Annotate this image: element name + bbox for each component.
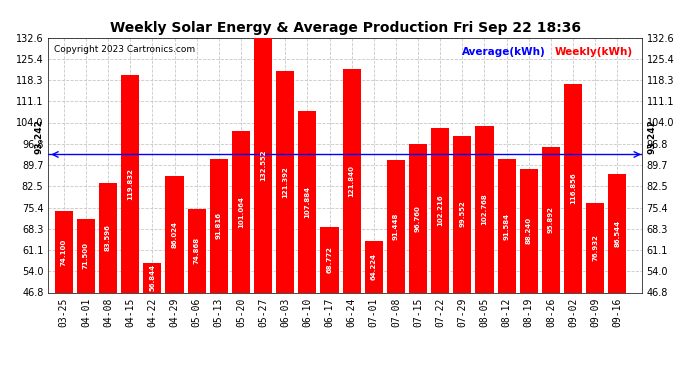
- Text: 56.844: 56.844: [149, 264, 155, 291]
- Text: 91.584: 91.584: [504, 212, 510, 240]
- Text: 88.240: 88.240: [526, 217, 532, 244]
- Bar: [431, 128, 449, 292]
- Bar: [254, 38, 272, 292]
- Bar: [99, 183, 117, 292]
- Bar: [121, 75, 139, 292]
- Text: 99.552: 99.552: [460, 201, 465, 228]
- Text: 116.856: 116.856: [570, 172, 576, 204]
- Bar: [144, 262, 161, 292]
- Bar: [320, 227, 339, 292]
- Bar: [276, 71, 295, 292]
- Bar: [387, 160, 405, 292]
- Bar: [409, 144, 427, 292]
- Text: Copyright 2023 Cartronics.com: Copyright 2023 Cartronics.com: [55, 45, 195, 54]
- Bar: [188, 209, 206, 292]
- Text: 107.884: 107.884: [304, 186, 310, 218]
- Text: 101.064: 101.064: [238, 196, 244, 228]
- Bar: [342, 69, 361, 292]
- Text: 119.832: 119.832: [127, 168, 133, 200]
- Text: 76.932: 76.932: [592, 234, 598, 261]
- Bar: [497, 159, 515, 292]
- Bar: [55, 211, 73, 292]
- Bar: [365, 241, 383, 292]
- Bar: [210, 159, 228, 292]
- Bar: [232, 131, 250, 292]
- Text: 102.768: 102.768: [482, 194, 488, 225]
- Bar: [586, 203, 604, 292]
- Text: 93.242: 93.242: [35, 120, 44, 154]
- Text: 64.224: 64.224: [371, 253, 377, 280]
- Bar: [564, 84, 582, 292]
- Text: 74.100: 74.100: [61, 238, 67, 266]
- Text: 96.760: 96.760: [415, 205, 421, 232]
- Text: 74.868: 74.868: [194, 237, 199, 264]
- Bar: [475, 126, 493, 292]
- Bar: [609, 174, 627, 292]
- Text: 91.816: 91.816: [216, 212, 221, 239]
- Bar: [166, 176, 184, 292]
- Text: 102.216: 102.216: [437, 194, 443, 226]
- Text: 121.840: 121.840: [348, 165, 355, 197]
- Bar: [542, 147, 560, 292]
- Text: 68.772: 68.772: [326, 246, 333, 273]
- Text: 71.500: 71.500: [83, 242, 89, 269]
- Legend: Average(kWh), Weekly(kWh): Average(kWh), Weekly(kWh): [458, 43, 636, 61]
- Text: 93.242: 93.242: [647, 120, 656, 154]
- Text: 91.448: 91.448: [393, 213, 399, 240]
- Bar: [298, 111, 317, 292]
- Text: 95.892: 95.892: [548, 206, 554, 233]
- Bar: [77, 219, 95, 292]
- Text: 132.552: 132.552: [260, 149, 266, 181]
- Text: 86.024: 86.024: [172, 221, 177, 248]
- Bar: [453, 136, 471, 292]
- Text: 86.544: 86.544: [614, 220, 620, 247]
- Bar: [520, 170, 538, 292]
- Title: Weekly Solar Energy & Average Production Fri Sep 22 18:36: Weekly Solar Energy & Average Production…: [110, 21, 580, 35]
- Text: 121.392: 121.392: [282, 166, 288, 198]
- Text: 83.596: 83.596: [105, 224, 111, 251]
